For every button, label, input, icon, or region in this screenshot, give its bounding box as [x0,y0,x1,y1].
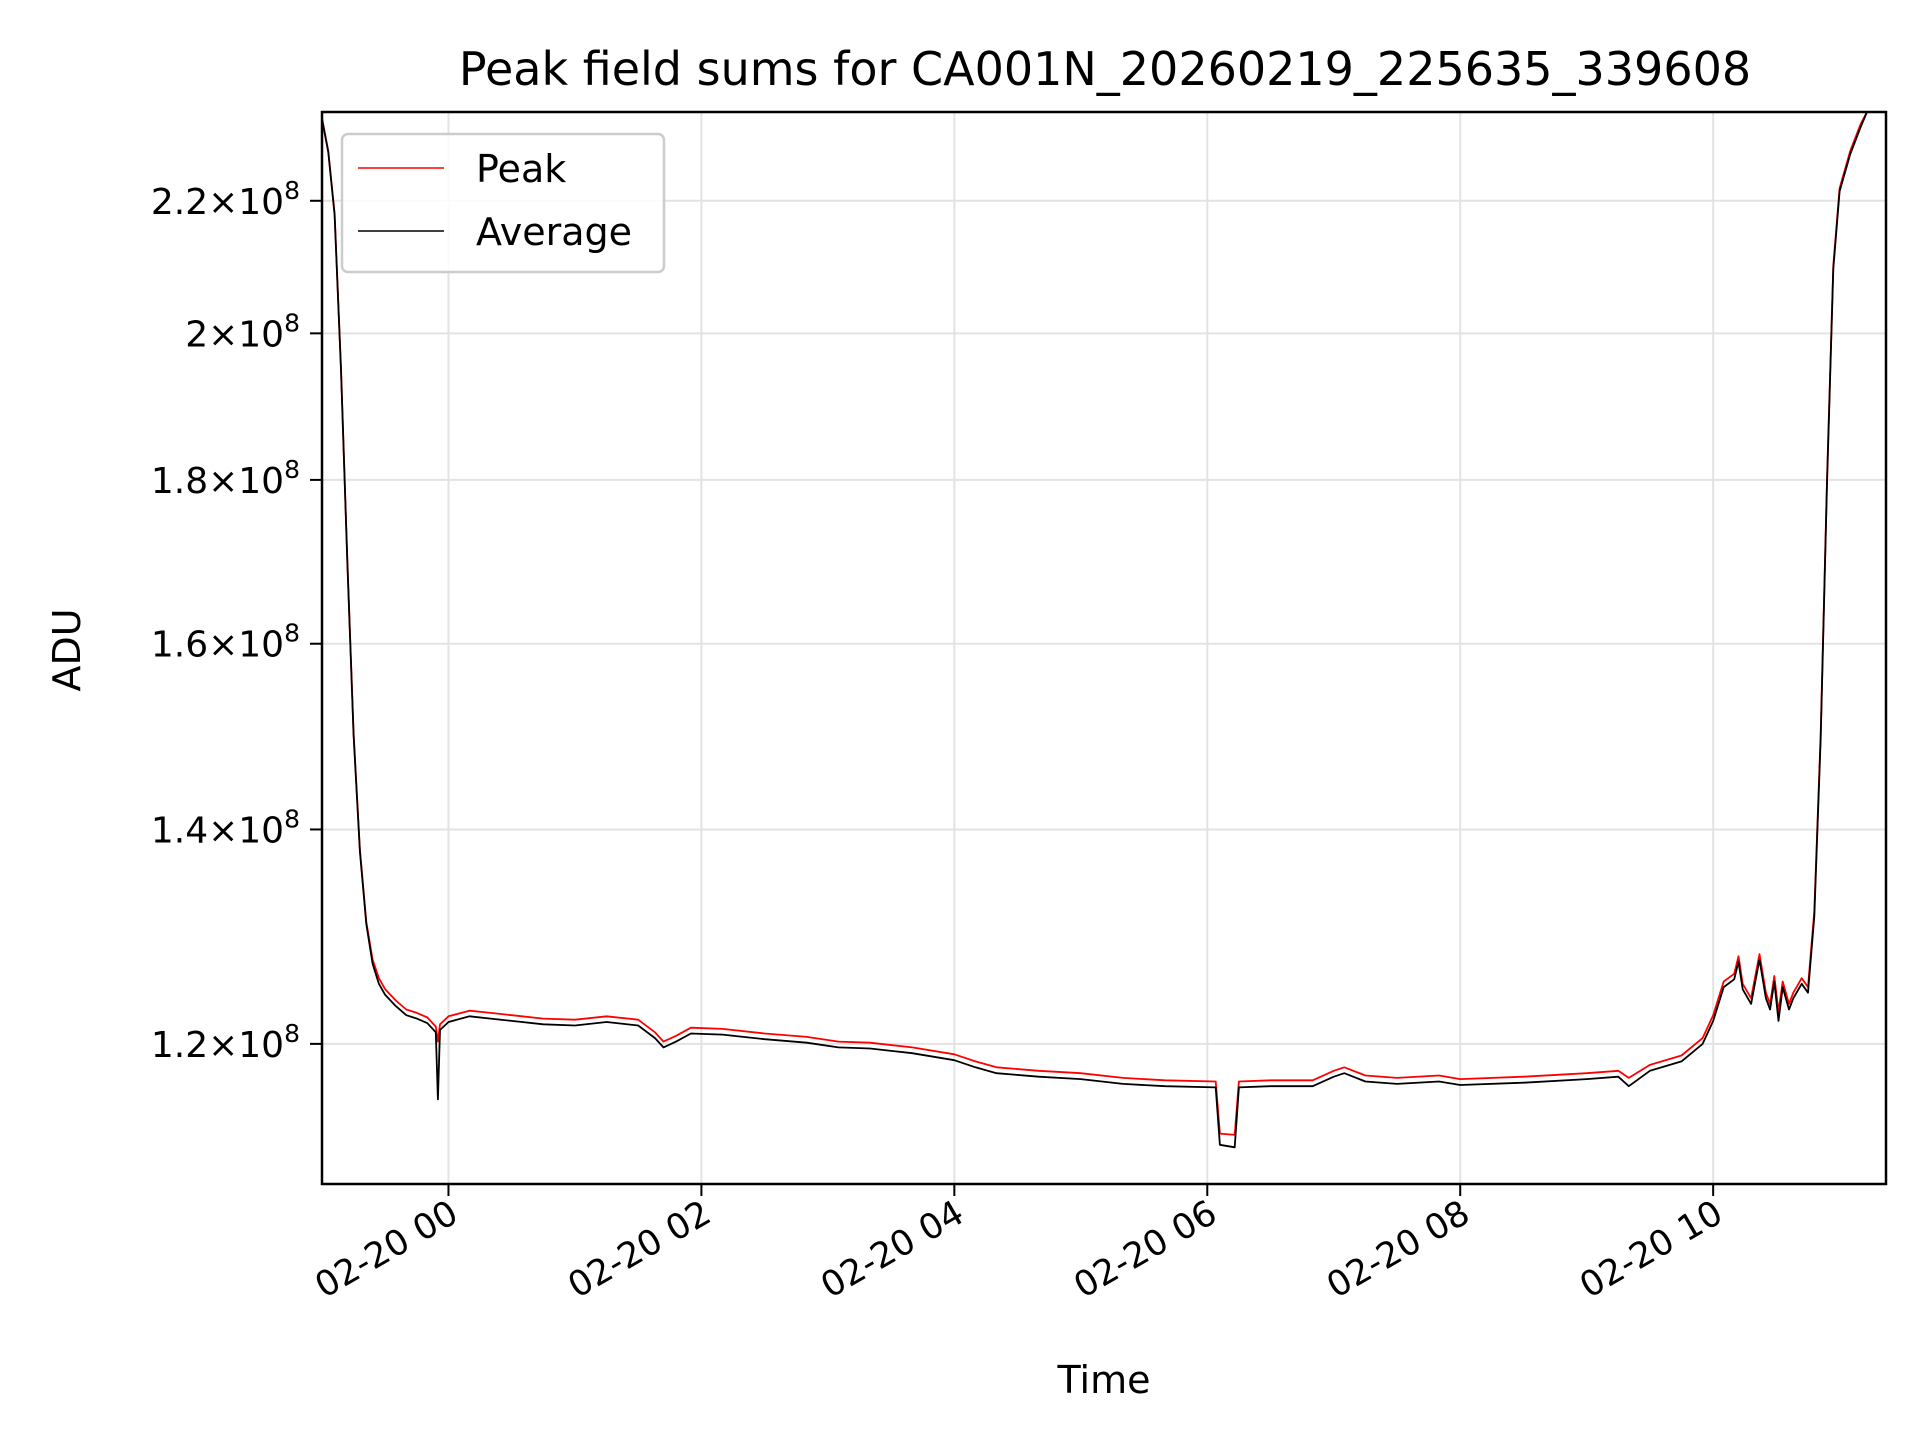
y-tick-label: 2.2×108 [151,176,300,223]
y-tick-label: 1.8×108 [151,455,300,502]
series-line-average [322,112,1868,1149]
y-tick-label: 2×108 [185,308,300,355]
legend-label-peak: Peak [476,147,566,191]
grid-lines [322,112,1886,1184]
chart-title: Peak field sums for CA001N_20260219_2256… [459,42,1751,96]
legend-label-average: Average [476,210,632,254]
y-tick-label: 1.2×108 [151,1019,300,1066]
series-layer [322,112,1868,1149]
y-axis-label: ADU [45,608,89,691]
legend: Peak Average [340,132,666,274]
plot-frame [320,110,1888,1186]
y-tick-label: 1.6×108 [151,619,300,666]
x-axis-label: Time [1057,1358,1151,1402]
y-axis: 1.2×108 1.4×108 1.6×108 1.8×108 2×108 2.2×108 [151,176,322,1066]
y-tick-label: 1.4×108 [151,804,300,851]
